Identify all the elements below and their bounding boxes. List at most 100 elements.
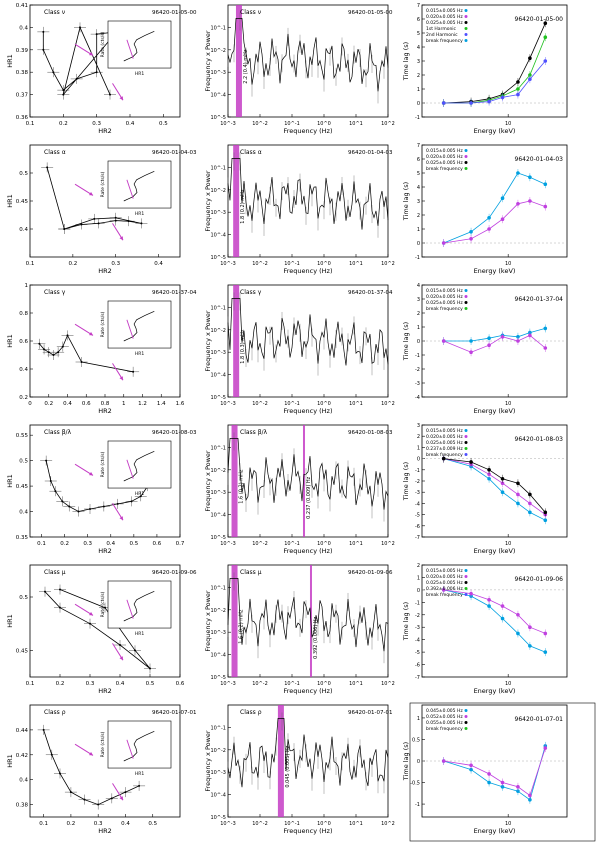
hr-data-point <box>61 500 64 503</box>
lag-y-tick-label: -1 <box>415 353 420 359</box>
lag-x-tick-label: 10 <box>505 541 511 547</box>
hr-data-point <box>57 351 60 354</box>
lag-data-point <box>441 101 446 105</box>
lag-x-axis-label: Energy (keV) <box>474 547 516 555</box>
psd-spectrum <box>227 298 389 366</box>
lag-legend-label: break frequency <box>426 166 463 172</box>
lag-y-tick-label: 6 <box>417 17 420 23</box>
hr-y-tick-label: 0.55 <box>16 433 29 439</box>
lag-data-point <box>500 604 505 608</box>
lag-y-tick-label: 2 <box>417 73 420 79</box>
lag-obs-label: 96420-01-04-03 <box>515 156 564 163</box>
hr-y-tick-label: 0.4 <box>19 778 28 784</box>
lag-series-line <box>443 23 546 104</box>
lag-legend-marker <box>464 447 468 450</box>
psd-x-axis-label: Frequency (Hz) <box>283 267 332 275</box>
psd-y-tick-label: 10^-2 <box>210 48 226 54</box>
inset-x-label: HR1 <box>135 771 145 777</box>
lag-data-point <box>528 333 532 338</box>
lag-y-tick-label: -2 <box>415 479 420 485</box>
lag-data-point <box>528 644 532 648</box>
psd-class-label: Class α <box>240 149 262 156</box>
psd-x-tick-label: 10^-2 <box>252 821 268 827</box>
lag-y-tick-label: 7 <box>417 143 420 149</box>
hr-data-point <box>83 798 86 801</box>
lag-y-tick-label: 1 <box>417 716 420 722</box>
lag-x-tick-label: 10 <box>505 681 511 687</box>
lag-y-tick-label: 3 <box>417 297 420 303</box>
hr-x-tick-label: 0.2 <box>44 401 53 407</box>
lag-data-point <box>487 343 491 348</box>
hr-data-point <box>52 71 55 74</box>
lag-y-tick-label: 6 <box>417 157 420 163</box>
lag-y-tick-label: 4 <box>417 185 420 191</box>
lag-data-point <box>441 456 446 461</box>
hr-y-tick-label: 0.4 <box>19 510 28 516</box>
lag-legend-label: break frequency <box>426 452 463 458</box>
hr-data-point <box>38 342 41 345</box>
psd-x-tick-label: 10^1 <box>349 541 363 547</box>
hr-y-tick-label: 0.36 <box>16 115 29 121</box>
hr-frame <box>29 564 181 678</box>
psd-x-tick-label: 10^-1 <box>284 821 300 827</box>
lag-data-point <box>543 346 548 350</box>
psd-y-tick-label: 10^-4 <box>210 513 226 519</box>
inset-track <box>123 730 155 762</box>
lag-legend-marker <box>464 33 468 36</box>
hr-data-point <box>80 223 83 226</box>
direction-arrow-head <box>119 656 123 661</box>
lag-data-point <box>543 35 548 39</box>
hr-data-point <box>132 370 135 373</box>
hr-frame <box>29 4 181 118</box>
lag-legend-label: 0.015±0.005 Hz <box>426 568 463 574</box>
lag-data-point <box>487 227 491 231</box>
lag-legend-label: 0.015±0.005 Hz <box>426 428 463 434</box>
inset-y-label: Rate (cts/s) <box>100 451 106 477</box>
hr-data-point <box>102 505 105 508</box>
lag-legend-label: 0.015±0.005 Hz <box>426 148 463 154</box>
inset-y-label: Rate (cts/s) <box>100 731 106 757</box>
lag-data-point <box>516 612 520 617</box>
lag-legend-label: 0.020±0.005 Hz <box>426 434 463 440</box>
psd-y-axis-label: Frequency x Power <box>204 170 212 232</box>
figure-row: 0.1 0.2 0.3 0.4 0.5 0.36 0.37 0.38 0.39 0.4 0.41 Cl… <box>6 3 568 135</box>
psd-obs-label: 96420-01-37-04 <box>348 290 393 296</box>
lag-legend-label: 0.052±0.005 Hz <box>426 714 463 720</box>
psd-y-tick-label: 10^-3 <box>210 70 226 76</box>
lag-data-point <box>516 92 520 97</box>
hr-y-tick-label: 0.4 <box>19 227 28 233</box>
hr-data-point <box>89 508 91 510</box>
hr-data-point <box>109 93 111 96</box>
lag-legend-marker <box>464 301 468 304</box>
hr-y-tick-label: 0.38 <box>16 70 29 76</box>
inset-x-label: HR1 <box>135 211 145 217</box>
hr-x-axis-label: HR2 <box>98 687 112 695</box>
psd-x-tick-label: 10^-1 <box>284 681 300 687</box>
lag-y-tick-label: -1 <box>415 115 420 121</box>
lag-y-tick-label: -4 <box>415 638 420 644</box>
lag-y-tick-label: -4 <box>415 501 420 507</box>
lag-data-point <box>543 746 548 750</box>
psd-x-tick-label: 10^-3 <box>220 121 236 127</box>
inset-x-label: HR1 <box>135 631 145 637</box>
psd-y-tick-label: 10^-2 <box>210 328 226 334</box>
psd-y-tick-label: 10^-5 <box>210 255 226 261</box>
hr-x-tick-label: 0.2 <box>68 261 77 267</box>
lag-y-tick-label: 0.5 <box>412 737 420 743</box>
lag-series-line <box>443 747 546 797</box>
lag-legend-label: 0.025±0.005 Hz <box>426 160 463 166</box>
hr-y-tick-label: 0.42 <box>16 753 28 759</box>
inset-frame <box>107 300 172 349</box>
psd-obs-label: 96420-01-08-03 <box>348 430 393 436</box>
hr-x-tick-label: 0.5 <box>146 681 155 687</box>
lag-legend-label: 0.025±0.005 Hz <box>426 440 463 446</box>
lag-y-tick-label: 2 <box>417 213 420 219</box>
lag-data-point <box>441 339 446 343</box>
direction-arrow-head <box>89 51 93 56</box>
direction-arrow-head <box>119 516 123 521</box>
lag-y-tick-label: -1 <box>415 600 420 606</box>
hr-y-tick-label: 1 <box>25 283 29 289</box>
hr-data-point <box>130 500 133 503</box>
hr-data-point <box>46 166 49 169</box>
lag-data-point <box>441 588 446 592</box>
